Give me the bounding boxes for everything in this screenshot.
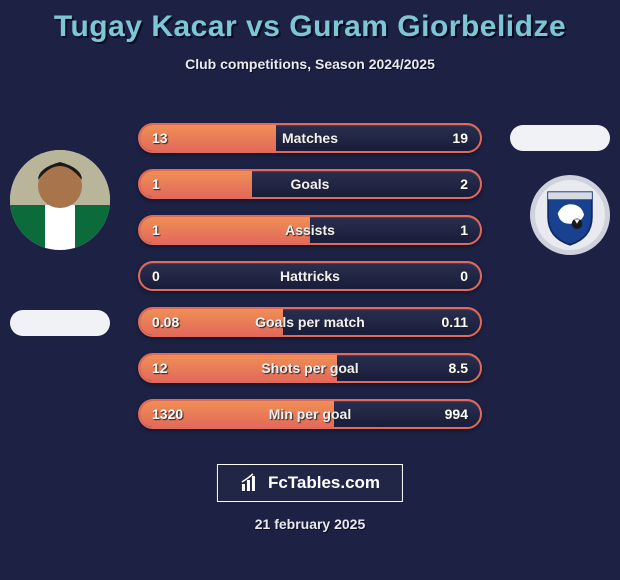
stat-bars: 1319Matches 12Goals 11Assists 00Hattricks 0.… [138,123,482,445]
stat-bar: 0.080.11Goals per match [138,307,482,337]
player-left-avatar [10,150,110,250]
player-left-name-pill [10,310,110,336]
stat-bar: 128.5Shots per goal [138,353,482,383]
stat-label: Shots per goal [140,355,480,381]
stat-label: Goals [140,171,480,197]
stat-label: Min per goal [140,401,480,427]
chart-icon [240,473,260,493]
stat-bar: 00Hattricks [138,261,482,291]
stat-bar: 1319Matches [138,123,482,153]
player-right-crest [530,175,610,255]
stat-label: Assists [140,217,480,243]
shield-icon [535,180,605,250]
date-label: 21 february 2025 [0,516,620,532]
stat-bar: 11Assists [138,215,482,245]
subtitle: Club competitions, Season 2024/2025 [0,56,620,72]
brand-box[interactable]: FcTables.com [217,464,403,502]
comparison-stage: 1319Matches 12Goals 11Assists 00Hattricks 0.… [0,105,620,580]
stat-bar: 12Goals [138,169,482,199]
player-right-name-pill [510,125,610,151]
stat-label: Goals per match [140,309,480,335]
stat-label: Matches [140,125,480,151]
stat-label: Hattricks [140,263,480,289]
page-title: Tugay Kacar vs Guram Giorbelidze [0,0,620,44]
person-icon [10,150,110,250]
brand-label: FcTables.com [268,473,380,493]
stat-bar: 1320994Min per goal [138,399,482,429]
